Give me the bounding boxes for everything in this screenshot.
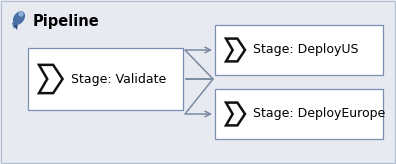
Text: Stage: DeployUS: Stage: DeployUS [253, 43, 358, 57]
Text: Stage: DeployEurope: Stage: DeployEurope [253, 107, 385, 121]
Text: Pipeline: Pipeline [33, 14, 100, 29]
FancyBboxPatch shape [215, 89, 383, 139]
FancyBboxPatch shape [215, 25, 383, 75]
Polygon shape [14, 23, 18, 30]
Text: Stage: Validate: Stage: Validate [70, 72, 166, 85]
Polygon shape [12, 20, 18, 29]
FancyBboxPatch shape [28, 48, 183, 110]
Ellipse shape [13, 11, 25, 25]
Circle shape [18, 11, 24, 17]
